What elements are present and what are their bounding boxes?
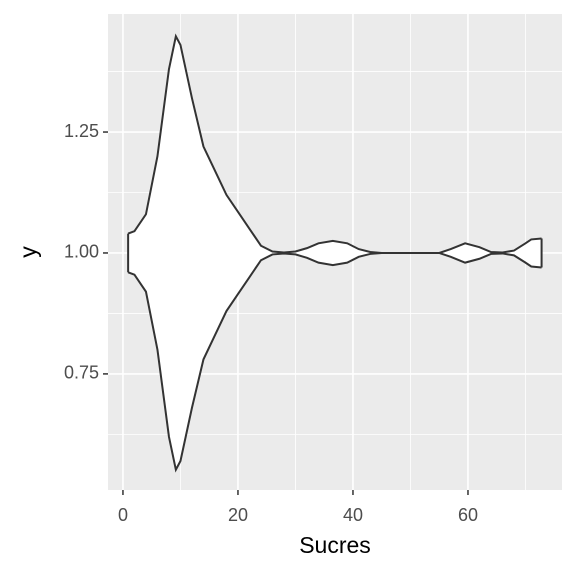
violin-body: [128, 36, 542, 470]
y-tick-label: 1.00: [64, 242, 99, 262]
y-tick-label: 1.25: [64, 121, 99, 141]
violin-lower-edge: [127, 251, 542, 473]
y-tick-label: 0.75: [64, 363, 99, 383]
x-axis-title: Sucres: [299, 532, 371, 558]
x-tick-label: 0: [118, 505, 128, 525]
x-tick-label: 40: [343, 505, 363, 525]
y-axis-title: y: [15, 246, 41, 258]
violin-upper-edge: [127, 33, 542, 254]
x-tick-label: 60: [458, 505, 478, 525]
x-tick-label: 20: [228, 505, 248, 525]
